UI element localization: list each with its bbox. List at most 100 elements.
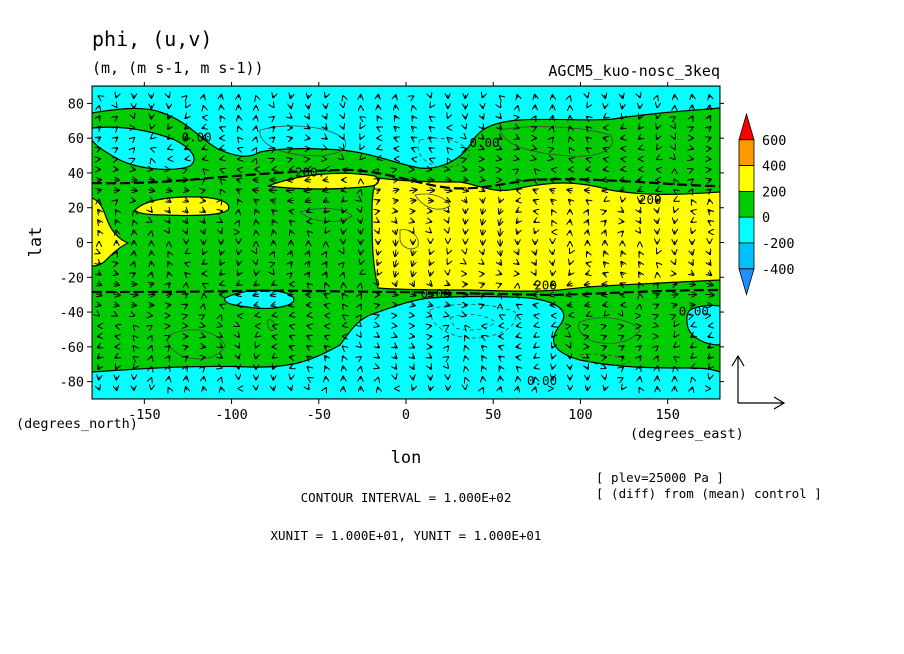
wind-vector [273, 230, 274, 233]
wind-vector [220, 336, 222, 337]
wind-vector [446, 284, 449, 285]
wind-vector [587, 127, 589, 128]
wind-vector [708, 356, 710, 358]
y-tick-label: 20 [68, 201, 84, 217]
wind-vector [482, 356, 484, 358]
y-units-label: (degrees_north) [16, 416, 138, 432]
wind-vector [290, 387, 291, 390]
wind-vector [360, 305, 361, 306]
wind-vector [116, 117, 117, 118]
wind-vector [288, 294, 293, 295]
wind-vector [394, 336, 396, 337]
wind-vector [482, 336, 484, 337]
wind-vector [412, 356, 414, 358]
wind-vector [500, 294, 501, 296]
wind-vector [516, 210, 518, 211]
wind-vector [343, 137, 344, 139]
wind-vector [132, 305, 136, 306]
wind-vector [621, 336, 623, 337]
wind-vector [517, 230, 518, 233]
wind-vector [98, 231, 99, 233]
wind-vector [499, 284, 501, 285]
wind-vector [134, 148, 135, 149]
wind-vector [308, 284, 309, 285]
wind-vector [535, 231, 536, 233]
wind-vector [237, 283, 240, 285]
wind-vector [410, 200, 415, 201]
wind-vector [290, 117, 291, 118]
wind-vector [709, 95, 710, 97]
wind-vector [290, 262, 292, 264]
wind-vector [149, 284, 153, 285]
wind-vector [290, 138, 292, 139]
wind-vector [324, 200, 328, 202]
wind-vector [412, 366, 413, 369]
wind-vector [271, 294, 276, 296]
wind-vector [150, 200, 153, 202]
wind-vector [307, 262, 309, 265]
wind-vector [499, 116, 500, 118]
wind-vector [325, 272, 326, 275]
colorbar-cap-bottom [738, 268, 755, 297]
wind-vector [307, 336, 309, 337]
wind-vector [708, 189, 710, 191]
wind-vector [517, 294, 519, 295]
wind-vector [325, 366, 326, 369]
wind-vector [168, 137, 170, 138]
wind-vector [168, 366, 169, 369]
wind-vector [325, 96, 326, 98]
wind-vector [535, 273, 536, 275]
wind-vector [203, 252, 204, 255]
wind-vector [115, 137, 117, 139]
wind-vector [587, 220, 588, 223]
wind-vector [587, 96, 588, 98]
wind-vector [500, 228, 501, 236]
wind-vector [585, 284, 590, 285]
wind-vector [308, 388, 309, 389]
wind-vector [639, 346, 641, 348]
wind-vector [534, 200, 537, 201]
wind-vector [535, 116, 536, 118]
wind-vector [604, 346, 606, 347]
wind-vector [430, 252, 431, 254]
wind-vector [306, 200, 311, 202]
wind-vector [133, 138, 134, 139]
wind-vector [569, 200, 571, 202]
wind-vector [639, 388, 640, 389]
wind-vector [377, 200, 380, 201]
wind-vector [148, 190, 154, 192]
wind-vector [168, 283, 170, 285]
wind-vector [445, 294, 450, 295]
wind-vector [552, 356, 553, 358]
wind-vector [203, 284, 204, 285]
wind-vector [289, 305, 293, 306]
wind-vector [568, 283, 573, 285]
wind-vector [429, 283, 432, 286]
wind-vector [622, 231, 623, 232]
wind-vector [168, 127, 170, 129]
wind-vector [500, 96, 501, 97]
wind-vector [273, 252, 274, 254]
wind-vector [482, 218, 483, 225]
wind-vector [604, 211, 606, 212]
wind-vector [656, 283, 658, 285]
wind-vector [343, 148, 344, 149]
wind-vector [238, 262, 239, 265]
wind-vector [394, 138, 396, 139]
wind-vector [639, 137, 641, 138]
wind-vector [273, 96, 274, 98]
wind-vector [639, 116, 640, 119]
x-tick-label: -50 [307, 407, 331, 423]
colorbar-cap-top [738, 112, 755, 141]
plev-note: [ plev=25000 Pa ] [596, 470, 724, 485]
wind-vector [621, 346, 623, 348]
wind-vector [237, 189, 240, 191]
wind-vector [220, 357, 222, 358]
wind-vector [517, 336, 519, 337]
wind-vector [551, 200, 554, 202]
wind-vector [482, 209, 483, 214]
wind-vector [168, 116, 169, 119]
wind-vector [482, 137, 484, 138]
wind-vector [221, 387, 222, 389]
jet-contour-north [92, 168, 720, 190]
